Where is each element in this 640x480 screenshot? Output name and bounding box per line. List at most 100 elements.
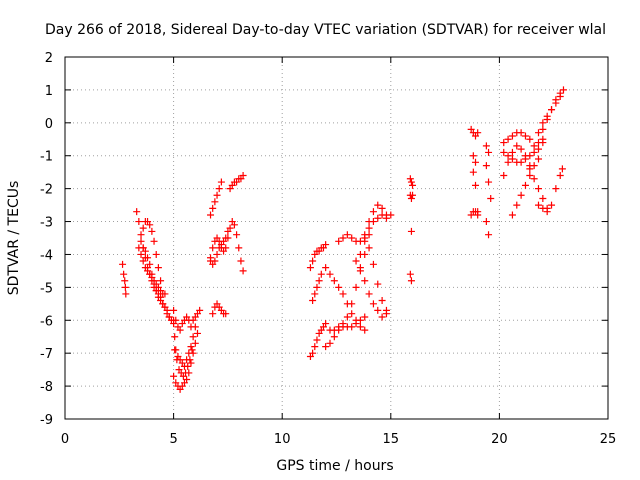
data-point xyxy=(365,244,373,252)
y-tick-label: -9 xyxy=(40,413,53,428)
data-point xyxy=(378,313,386,321)
data-point xyxy=(539,139,547,147)
data-point xyxy=(191,323,199,331)
data-point xyxy=(348,300,356,308)
data-point xyxy=(343,231,351,239)
data-point xyxy=(339,234,347,242)
data-point xyxy=(322,343,330,351)
data-point xyxy=(517,191,525,199)
data-point xyxy=(209,310,217,318)
data-point xyxy=(187,359,195,367)
data-point xyxy=(504,135,512,143)
data-point xyxy=(121,283,129,291)
data-point xyxy=(239,171,247,179)
data-point xyxy=(482,142,490,150)
data-point xyxy=(548,106,556,114)
data-point xyxy=(313,336,321,344)
plot-frame xyxy=(64,56,609,420)
y-tick-label: -8 xyxy=(40,380,53,395)
data-point xyxy=(348,310,356,318)
data-point xyxy=(369,260,377,268)
data-point xyxy=(365,290,373,298)
data-point xyxy=(361,313,369,321)
data-point xyxy=(330,326,338,334)
data-point xyxy=(356,250,364,258)
data-point xyxy=(322,320,330,328)
series-pass-h xyxy=(170,329,201,393)
data-point xyxy=(224,227,232,235)
y-tick-label: -7 xyxy=(40,347,53,362)
series-pass-s xyxy=(322,250,369,351)
data-point xyxy=(526,165,534,173)
data-point xyxy=(137,237,145,245)
data-point xyxy=(508,132,516,140)
data-point xyxy=(182,369,190,377)
data-point xyxy=(152,287,160,295)
data-point xyxy=(170,306,178,314)
data-point xyxy=(539,119,547,127)
data-point xyxy=(526,152,534,160)
y-tick-label: -4 xyxy=(40,248,53,263)
data-point xyxy=(144,254,152,262)
data-point xyxy=(352,257,360,265)
data-point xyxy=(356,264,364,272)
data-point xyxy=(378,204,386,212)
data-point xyxy=(121,277,129,285)
y-tick-label: -3 xyxy=(40,216,53,231)
series-pass-ak xyxy=(526,165,551,212)
series-pass-y xyxy=(365,201,390,226)
data-point xyxy=(330,277,338,285)
data-point xyxy=(382,310,390,318)
data-point xyxy=(215,185,223,193)
data-point xyxy=(517,145,525,153)
series-pass-t xyxy=(326,313,369,334)
data-point xyxy=(335,283,343,291)
data-point xyxy=(148,270,156,278)
data-point xyxy=(239,267,247,275)
data-point xyxy=(322,264,330,272)
data-point xyxy=(530,162,538,170)
data-point xyxy=(521,132,529,140)
data-point xyxy=(352,320,360,328)
data-point xyxy=(500,148,508,156)
y-axis-label: SDTVAR / TECUs xyxy=(6,181,22,296)
data-point xyxy=(559,86,567,94)
data-point xyxy=(500,139,508,147)
data-point xyxy=(237,257,245,265)
data-point xyxy=(500,171,508,179)
data-point xyxy=(165,313,173,321)
data-point xyxy=(382,214,390,222)
data-point xyxy=(150,237,158,245)
data-point xyxy=(233,231,241,239)
data-point xyxy=(311,290,319,298)
data-point xyxy=(141,247,149,255)
data-point xyxy=(472,181,480,189)
data-point xyxy=(209,244,217,252)
data-point xyxy=(196,306,204,314)
data-point xyxy=(154,264,162,272)
series-pass-ah xyxy=(534,165,566,216)
data-point xyxy=(137,231,145,239)
x-tick-label: 0 xyxy=(61,432,69,447)
data-point xyxy=(135,218,143,226)
data-point xyxy=(374,306,382,314)
data-point xyxy=(148,227,156,235)
data-point xyxy=(226,185,234,193)
chart-title: Day 266 of 2018, Sidereal Day-to-day VTE… xyxy=(45,22,606,38)
data-point xyxy=(222,310,230,318)
series-pass-n xyxy=(226,171,247,193)
data-point xyxy=(539,125,547,133)
series-pass-l xyxy=(207,227,232,268)
data-points xyxy=(119,86,567,393)
data-point xyxy=(191,339,199,347)
data-point xyxy=(485,231,493,239)
data-point xyxy=(119,260,127,268)
x-tick-label: 5 xyxy=(169,432,177,447)
data-point xyxy=(526,171,534,179)
data-point xyxy=(374,280,382,288)
data-point xyxy=(374,214,382,222)
data-point xyxy=(230,221,238,229)
data-point xyxy=(472,158,480,166)
series-pass-z xyxy=(406,175,417,285)
data-point xyxy=(146,221,154,229)
